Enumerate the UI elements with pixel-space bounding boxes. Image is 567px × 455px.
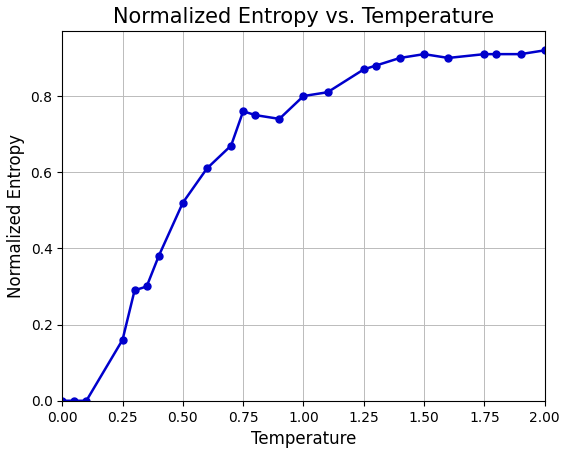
- X-axis label: Temperature: Temperature: [251, 430, 356, 448]
- Y-axis label: Normalized Entropy: Normalized Entropy: [7, 134, 25, 298]
- Title: Normalized Entropy vs. Temperature: Normalized Entropy vs. Temperature: [113, 7, 494, 27]
